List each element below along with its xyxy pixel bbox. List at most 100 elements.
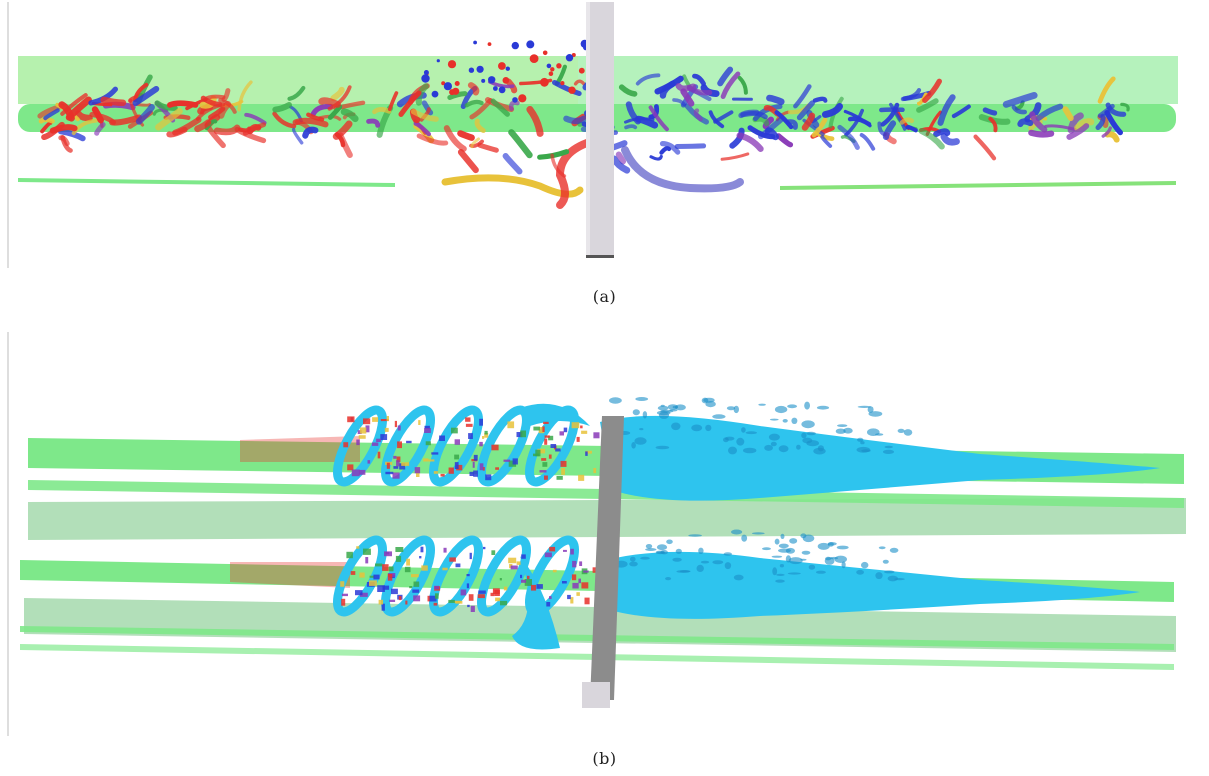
vortex-debris (413, 581, 420, 587)
vortex-debris (386, 416, 389, 421)
vortex-debris (505, 66, 510, 71)
vortex-debris (395, 547, 404, 552)
vortex-debris (455, 563, 461, 568)
iso-surface-texture (771, 555, 783, 558)
iso-surface-texture (726, 406, 736, 411)
vortex-debris (516, 561, 521, 565)
vortex-debris (343, 442, 349, 448)
vortex-fragment (1104, 110, 1123, 136)
vortex-debris (468, 433, 473, 439)
vortex-debris (470, 605, 475, 612)
panel-a-visualization (0, 0, 1209, 272)
vortex-debris (593, 468, 597, 474)
vortex-debris (465, 417, 471, 422)
vortex-fragment (1066, 123, 1090, 140)
vortex-debris (369, 575, 375, 578)
iso-surface-texture (875, 433, 884, 436)
vortex-debris (526, 40, 535, 49)
vortex-fragment (634, 115, 659, 129)
vortex-fragment (502, 153, 523, 175)
vortex-fragment (675, 82, 697, 92)
vortex-debris (460, 589, 467, 596)
vortex-debris (529, 54, 539, 63)
iso-surface-texture (860, 441, 865, 445)
vortex-fragment (447, 91, 468, 100)
vortex-wake-image-b (7, 332, 1186, 736)
vortex-debris (541, 458, 547, 461)
tower-base (582, 682, 610, 708)
vortex-fragment (973, 134, 997, 161)
vortex-debris (491, 550, 496, 555)
vortex-fragment (457, 149, 479, 174)
vortex-fragment (624, 124, 638, 130)
vortex-debris (540, 77, 549, 87)
iso-surface-texture (733, 405, 739, 414)
vortex-fragment (398, 90, 422, 117)
vortex-debris (563, 427, 568, 433)
vortex-fragment (648, 105, 669, 132)
vortex-fragment (467, 82, 480, 96)
vortex-fragment (837, 124, 860, 150)
vortex-fragment (1002, 92, 1038, 108)
vortex-debris (581, 582, 589, 589)
vortex-debris (440, 473, 445, 477)
vortex-fragment (213, 124, 241, 136)
iso-surface-texture (764, 444, 773, 451)
vortex-debris (355, 590, 363, 596)
vortex-debris (565, 54, 574, 62)
iso-surface-texture (775, 579, 785, 583)
iso-surface-texture (712, 560, 724, 565)
iso-surface-texture (802, 437, 813, 444)
iso-surface-texture (815, 570, 826, 574)
vortex-debris (363, 548, 371, 555)
iso-surface-texture (655, 445, 670, 450)
iso-surface-texture (698, 547, 704, 554)
vortex-fragment (43, 108, 60, 121)
iso-surface-texture (834, 555, 847, 563)
vortex-debris (350, 571, 356, 575)
vortex-debris (453, 600, 461, 603)
iso-surface-texture (861, 561, 869, 569)
vortex-fragment (410, 108, 439, 122)
vortex-debris (478, 590, 486, 594)
vortex-debris (473, 40, 477, 45)
vortex-debris (447, 60, 457, 69)
vortex-debris (538, 427, 545, 434)
vortex-debris (537, 448, 546, 454)
root-vortex-cup (512, 556, 560, 650)
vortex-fragment (1035, 103, 1064, 122)
vortex-fragment (1101, 126, 1112, 138)
vortex-debris (416, 470, 420, 477)
vortex-debris (411, 574, 419, 578)
vortex-fragment (218, 98, 237, 114)
vortex-debris (499, 578, 502, 581)
iso-surface-texture (782, 419, 788, 423)
vortex-fragment (413, 121, 431, 137)
iso-surface-texture (736, 437, 745, 446)
iso-surface-texture (724, 562, 732, 570)
vortex-fragment (166, 126, 188, 138)
vortex-debris (448, 467, 454, 474)
vortex-debris (347, 464, 354, 471)
vortex-debris (556, 476, 563, 480)
caption-a: (a) (592, 287, 617, 306)
vortex-fragment (526, 106, 544, 137)
vortex-debris (421, 74, 430, 83)
vortex-fragment (310, 103, 334, 117)
vortex-fragment (988, 116, 998, 133)
vortex-debris (401, 462, 410, 466)
vortex-debris (550, 444, 557, 448)
vortex-debris (386, 462, 390, 469)
vortex-debris (469, 552, 472, 560)
vortex-fragment (615, 151, 627, 165)
caption-b: (b) (592, 749, 617, 768)
vortex-debris (494, 590, 500, 596)
vortex-debris (487, 42, 492, 46)
vortex-fragment (133, 82, 149, 103)
vortex-debris (428, 459, 435, 462)
vortex-fragment (508, 100, 520, 111)
vortex-debris (572, 582, 579, 589)
panel-b-visualization (0, 330, 1209, 742)
iso-surface-texture (857, 437, 864, 442)
vortex-debris (346, 551, 353, 559)
